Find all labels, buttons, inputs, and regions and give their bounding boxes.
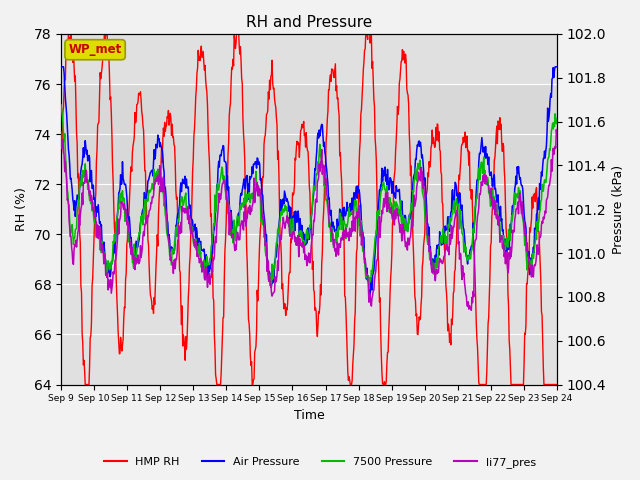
Legend: HMP RH, Air Pressure, 7500 Pressure, li77_pres: HMP RH, Air Pressure, 7500 Pressure, li7… (100, 452, 540, 472)
Bar (61, 84, 557, 234)
Y-axis label: RH (%): RH (%) (15, 187, 28, 231)
X-axis label: Time: Time (294, 409, 324, 422)
Text: WP_met: WP_met (68, 43, 122, 56)
Y-axis label: Pressure (kPa): Pressure (kPa) (612, 165, 625, 254)
Title: RH and Pressure: RH and Pressure (246, 15, 372, 30)
